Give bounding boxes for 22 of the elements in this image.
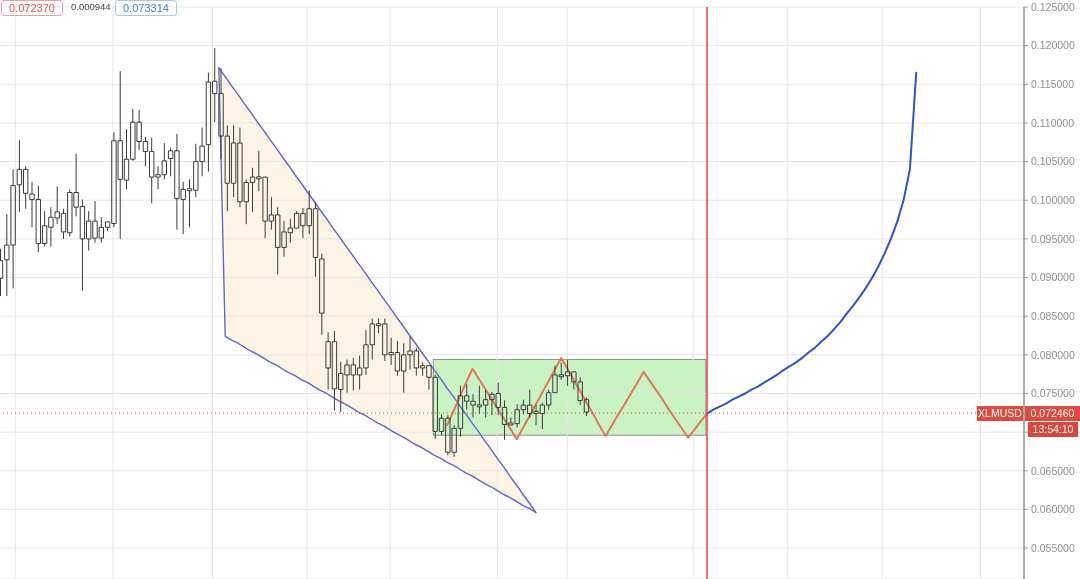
y-tick-label: 0.125000 (1031, 0, 1075, 13)
y-tick-label: 0.065000 (1031, 464, 1075, 477)
outlined-box: 0.072370 (1, 0, 63, 16)
y-tick-label: 0.090000 (1031, 271, 1075, 284)
y-tick-label: 0.105000 (1031, 155, 1075, 168)
y-tick-label: 0.110000 (1031, 116, 1075, 129)
y-tick-label: 0.080000 (1031, 348, 1075, 361)
y-tick-label: 0.075000 (1031, 387, 1075, 400)
filled-tag: XLMUSD (977, 405, 1023, 421)
y-tick-label: 0.085000 (1031, 309, 1075, 322)
y-tick-label: 0.095000 (1031, 232, 1075, 245)
outlined-box: 0.073314 (115, 0, 177, 16)
annotation: 0.073314 (123, 2, 169, 14)
filled-tag: 0.072460 (1025, 405, 1080, 421)
filled-tag: 13:54:10 (1028, 422, 1078, 438)
y-tick-label: 0.055000 (1031, 541, 1075, 554)
y-tick-label: 0.060000 (1031, 503, 1075, 516)
annotation: 0.072370 (9, 2, 55, 14)
y-tick-label: 0.100000 (1031, 193, 1075, 206)
annotation: 0.000944 (71, 1, 111, 12)
y-tick-label: 0.120000 (1031, 39, 1075, 52)
y-tick-label: 0.115000 (1031, 78, 1075, 91)
